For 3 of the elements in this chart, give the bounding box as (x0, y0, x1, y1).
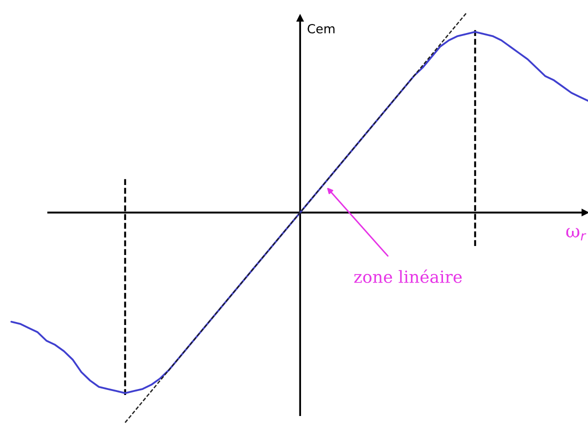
annotation: zone linéaire (354, 269, 462, 284)
x-axis-title: ω$_{r}$ (566, 228, 586, 240)
y-axis-title: Cem (308, 24, 334, 34)
